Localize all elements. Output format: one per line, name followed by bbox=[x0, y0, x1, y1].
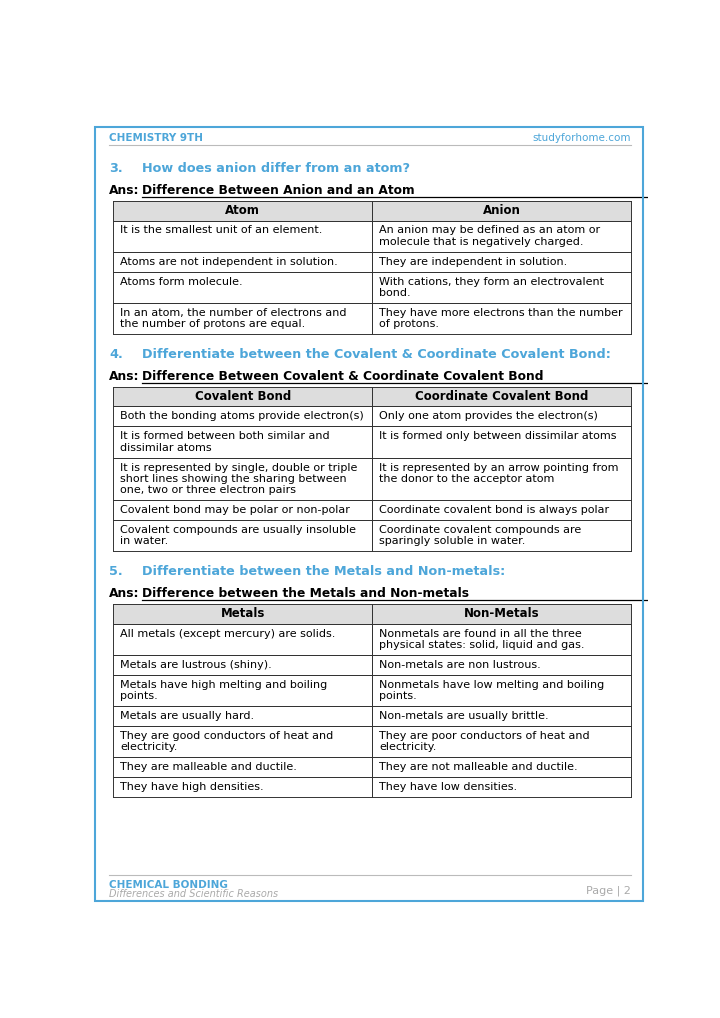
Text: Covalent bond may be polar or non-polar: Covalent bond may be polar or non-polar bbox=[120, 505, 350, 515]
Text: Difference Between Covalent & Coordinate Covalent Bond: Difference Between Covalent & Coordinate… bbox=[142, 370, 544, 383]
Text: Metals are usually hard.: Metals are usually hard. bbox=[120, 711, 254, 721]
Text: An anion may be defined as an atom or: An anion may be defined as an atom or bbox=[379, 226, 600, 235]
Text: They are poor conductors of heat and: They are poor conductors of heat and bbox=[379, 731, 590, 741]
Text: Coordinate covalent bond is always polar: Coordinate covalent bond is always polar bbox=[379, 505, 609, 515]
Text: Non-metals are non lustrous.: Non-metals are non lustrous. bbox=[379, 660, 541, 670]
Text: CHEMISTRY 9TH: CHEMISTRY 9TH bbox=[109, 133, 203, 144]
Bar bbox=[113, 201, 372, 221]
Text: molecule that is negatively charged.: molecule that is negatively charged. bbox=[379, 237, 584, 247]
Bar bbox=[372, 387, 631, 406]
Text: Ans:: Ans: bbox=[109, 184, 140, 196]
Text: They have low densities.: They have low densities. bbox=[379, 782, 517, 792]
Text: of protons.: of protons. bbox=[379, 320, 439, 329]
Text: It is represented by an arrow pointing from: It is represented by an arrow pointing f… bbox=[379, 462, 618, 472]
Text: They have high densities.: They have high densities. bbox=[120, 782, 264, 792]
Text: How does anion differ from an atom?: How does anion differ from an atom? bbox=[142, 162, 410, 175]
Text: in water.: in water. bbox=[120, 536, 168, 547]
Text: They are malleable and ductile.: They are malleable and ductile. bbox=[120, 762, 297, 772]
Text: Nonmetals are found in all the three: Nonmetals are found in all the three bbox=[379, 628, 582, 638]
Text: With cations, they form an electrovalent: With cations, they form an electrovalent bbox=[379, 277, 604, 287]
Text: Metals are lustrous (shiny).: Metals are lustrous (shiny). bbox=[120, 660, 272, 670]
Text: Metals have high melting and boiling: Metals have high melting and boiling bbox=[120, 680, 328, 689]
Text: They are not malleable and ductile.: They are not malleable and ductile. bbox=[379, 762, 577, 772]
Text: In an atom, the number of electrons and: In an atom, the number of electrons and bbox=[120, 307, 347, 318]
Bar bbox=[372, 604, 631, 624]
Bar bbox=[113, 387, 372, 406]
Text: sparingly soluble in water.: sparingly soluble in water. bbox=[379, 536, 526, 547]
Text: They are good conductors of heat and: They are good conductors of heat and bbox=[120, 731, 333, 741]
Text: It is represented by single, double or triple: It is represented by single, double or t… bbox=[120, 462, 358, 472]
Text: It is formed between both similar and: It is formed between both similar and bbox=[120, 432, 330, 441]
Text: Metals: Metals bbox=[220, 607, 265, 620]
Text: studyforhome.com: studyforhome.com bbox=[533, 133, 631, 144]
Text: 3.: 3. bbox=[109, 162, 123, 175]
Text: They have more electrons than the number: They have more electrons than the number bbox=[379, 307, 623, 318]
Text: CHEMICAL BONDING: CHEMICAL BONDING bbox=[109, 881, 228, 890]
Text: physical states: solid, liquid and gas.: physical states: solid, liquid and gas. bbox=[379, 640, 585, 649]
Text: 5.: 5. bbox=[109, 565, 123, 578]
Text: Differences and Scientific Reasons: Differences and Scientific Reasons bbox=[109, 890, 279, 900]
Text: It is the smallest unit of an element.: It is the smallest unit of an element. bbox=[120, 226, 323, 235]
Text: Covalent compounds are usually insoluble: Covalent compounds are usually insoluble bbox=[120, 525, 356, 535]
Text: Page | 2: Page | 2 bbox=[586, 886, 631, 896]
Text: short lines showing the sharing between: short lines showing the sharing between bbox=[120, 474, 347, 484]
Text: Atoms form molecule.: Atoms form molecule. bbox=[120, 277, 243, 287]
Text: one, two or three electron pairs: one, two or three electron pairs bbox=[120, 486, 296, 496]
Text: Atoms are not independent in solution.: Atoms are not independent in solution. bbox=[120, 257, 338, 267]
Text: They are independent in solution.: They are independent in solution. bbox=[379, 257, 567, 267]
Text: Difference Between Anion and an Atom: Difference Between Anion and an Atom bbox=[142, 184, 415, 196]
Text: Coordinate covalent compounds are: Coordinate covalent compounds are bbox=[379, 525, 581, 535]
Text: Non-metals are usually brittle.: Non-metals are usually brittle. bbox=[379, 711, 549, 721]
Text: 4.: 4. bbox=[109, 348, 123, 361]
Bar bbox=[113, 604, 372, 624]
Bar bbox=[372, 201, 631, 221]
Text: It is formed only between dissimilar atoms: It is formed only between dissimilar ato… bbox=[379, 432, 616, 441]
Text: Nonmetals have low melting and boiling: Nonmetals have low melting and boiling bbox=[379, 680, 604, 689]
Text: Ans:: Ans: bbox=[109, 370, 140, 383]
Text: Differentiate between the Covalent & Coordinate Covalent Bond:: Differentiate between the Covalent & Coo… bbox=[142, 348, 611, 361]
Text: Atom: Atom bbox=[225, 205, 260, 217]
Text: electricity.: electricity. bbox=[120, 742, 178, 752]
Text: Anion: Anion bbox=[482, 205, 521, 217]
Text: Covalent Bond: Covalent Bond bbox=[194, 390, 291, 403]
Text: Only one atom provides the electron(s): Only one atom provides the electron(s) bbox=[379, 411, 598, 421]
Text: points.: points. bbox=[120, 691, 158, 701]
Text: dissimilar atoms: dissimilar atoms bbox=[120, 443, 212, 453]
Text: electricity.: electricity. bbox=[379, 742, 436, 752]
Text: points.: points. bbox=[379, 691, 417, 701]
Text: bond.: bond. bbox=[379, 288, 410, 298]
Text: Both the bonding atoms provide electron(s): Both the bonding atoms provide electron(… bbox=[120, 411, 364, 421]
Text: Coordinate Covalent Bond: Coordinate Covalent Bond bbox=[415, 390, 588, 403]
Text: Differentiate between the Metals and Non-metals:: Differentiate between the Metals and Non… bbox=[142, 565, 505, 578]
Text: the number of protons are equal.: the number of protons are equal. bbox=[120, 320, 305, 329]
Text: Non-Metals: Non-Metals bbox=[464, 607, 539, 620]
Text: Ans:: Ans: bbox=[109, 586, 140, 600]
Text: All metals (except mercury) are solids.: All metals (except mercury) are solids. bbox=[120, 628, 336, 638]
Text: Difference between the Metals and Non-metals: Difference between the Metals and Non-me… bbox=[142, 586, 469, 600]
Text: the donor to the acceptor atom: the donor to the acceptor atom bbox=[379, 474, 554, 484]
